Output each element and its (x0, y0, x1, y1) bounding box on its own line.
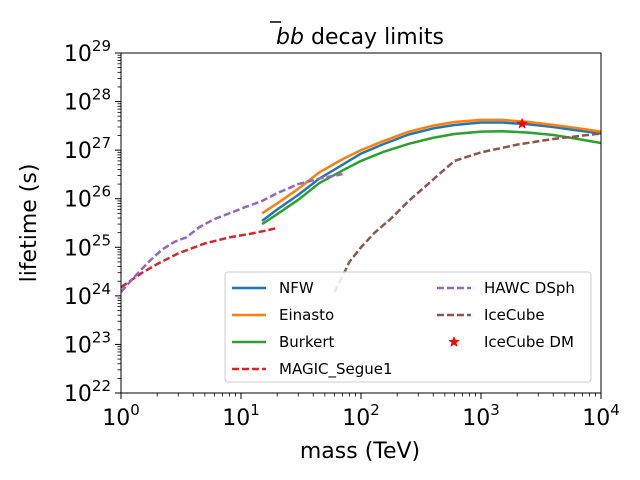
legend-burkert-label: Burkert (279, 333, 335, 351)
y-tick-label: 1022 (64, 377, 111, 407)
y-tick-label: 1028 (64, 86, 111, 116)
y-axis-ticks: 1022 1023 1024 1025 1026 1027 1028 1029 (64, 37, 121, 407)
y-tick-label: 1023 (64, 328, 111, 358)
chart-title: bb decay limits (276, 25, 444, 50)
plot-area (121, 117, 601, 293)
legend-nfw-label: NFW (279, 279, 314, 297)
series-hawc-dsph-line (121, 172, 343, 293)
x-axis-title: mass (TeV) (300, 439, 420, 464)
legend-icecube-label: IceCube (484, 306, 545, 324)
legend-einasto-label: Einasto (279, 306, 334, 324)
y-tick-label: 1025 (64, 231, 111, 261)
y-tick-label: 1026 (64, 183, 111, 213)
x-tick-label: 104 (582, 401, 620, 431)
series-nfw-line (261, 121, 601, 222)
y-tick-label: 1024 (64, 280, 111, 310)
x-tick-label: 101 (222, 401, 260, 431)
series-burkert-line (261, 129, 601, 226)
x-axis-ticks: 100 101 102 103 104 (102, 393, 620, 431)
series-icecube-line (333, 132, 601, 293)
x-tick-label: 100 (102, 401, 140, 431)
y-tick-label: 1029 (64, 37, 111, 67)
legend-icecube-dm-swatch (448, 335, 460, 348)
legend-hawc-dsph-label: HAWC DSph (484, 279, 575, 297)
series-icecube-dm-point (516, 117, 528, 129)
x-tick-label: 102 (342, 401, 380, 431)
legend-icecube-dm-label: IceCube DM (484, 333, 574, 351)
series-magic-segue1-line (121, 226, 278, 289)
y-tick-label: 1027 (64, 134, 111, 164)
y-axis-title: lifetime (s) (17, 164, 42, 283)
x-tick-label: 103 (462, 401, 500, 431)
legend: NFW Einasto Burkert MAGIC_Segue1 HAWC DSph Ic… (224, 271, 592, 383)
legend-magic-segue1-label: MAGIC_Segue1 (279, 360, 393, 379)
series-layer (121, 117, 601, 293)
legend-box (224, 271, 592, 383)
